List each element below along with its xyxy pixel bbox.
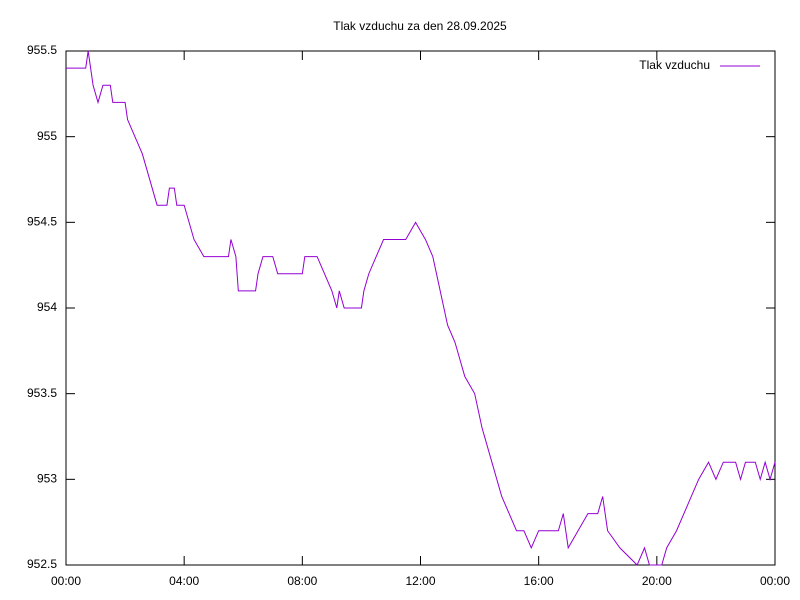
y-tick-label: 955.5 [27, 43, 57, 57]
data-line [66, 50, 776, 566]
chart-title: Tlak vzduchu za den 28.09.2025 [333, 19, 507, 33]
y-tick-label: 954 [37, 300, 57, 314]
legend-label: Tlak vzduchu [639, 58, 710, 72]
y-tick-label: 953 [37, 472, 57, 486]
x-tick-label: 08:00 [287, 574, 317, 588]
x-tick-label: 00:00 [51, 574, 81, 588]
y-tick-label: 953.5 [27, 386, 57, 400]
x-tick-label: 16:00 [524, 574, 554, 588]
x-tick-label: 12:00 [405, 574, 435, 588]
x-tick-label: 20:00 [642, 574, 672, 588]
y-tick-label: 954.5 [27, 215, 57, 229]
y-tick-label: 955 [37, 129, 57, 143]
x-tick-label: 00:00 [760, 574, 790, 588]
y-tick-label: 952.5 [27, 557, 57, 571]
x-tick-label: 04:00 [169, 574, 199, 588]
